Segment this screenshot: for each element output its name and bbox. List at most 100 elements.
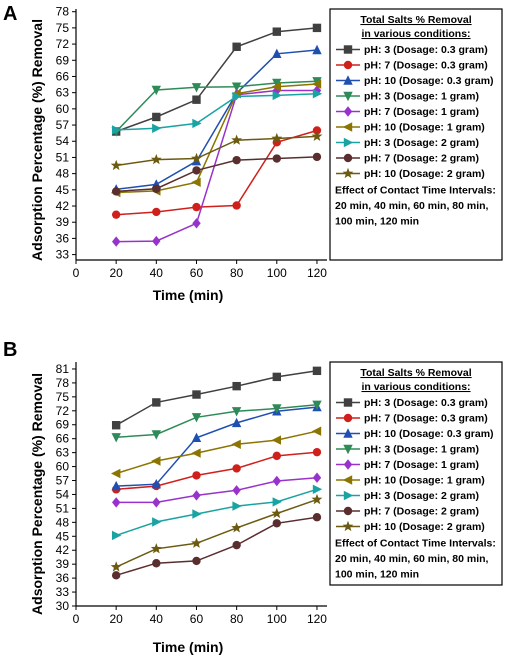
chart-a-series-line-6 <box>116 92 318 131</box>
chart-b-data-point <box>312 513 322 522</box>
chart-a-data-point <box>110 159 122 171</box>
chart-a-series-line-8 <box>116 135 318 167</box>
chart-b-data-point <box>151 479 161 489</box>
chart-b-legend-entry: pH: 10 (Dosage: 1 gram) <box>364 475 485 487</box>
chart-b-legend-note: 100 min, 120 min <box>335 569 419 581</box>
chart-a-y-tick-label: 45 <box>56 183 70 197</box>
chart-a-data-point <box>312 89 323 99</box>
chart-b-y-tick-label: 72 <box>56 404 70 418</box>
chart-a-data-point <box>111 210 121 219</box>
chart-b-data-point <box>192 509 202 519</box>
chart-b-x-tick-label: 60 <box>190 612 204 626</box>
chart-a-x-tick-label: 0 <box>73 266 80 280</box>
chart-b-data-point <box>312 447 322 457</box>
chart-b-data-point <box>272 475 281 487</box>
panel-a-label: A <box>3 3 17 25</box>
chart-a-series-line-0 <box>115 27 318 133</box>
chart-a-y-tick-label: 78 <box>56 5 70 19</box>
chart-a-y-tick-label: 36 <box>56 231 70 245</box>
chart-b-data-point <box>232 381 241 391</box>
chart-b-legend-entry: pH: 3 (Dosage: 1 gram) <box>364 444 479 456</box>
chart-b-series-line-8 <box>115 498 318 568</box>
panel-a-ylabel: Adsorption Percentage (%) Removal <box>29 19 45 261</box>
chart-b-legend-title: Total Salts % Removal <box>360 367 471 379</box>
chart-a-data-point <box>191 83 202 93</box>
chart-b-y-tick-label: 48 <box>56 515 70 529</box>
chart-b-data-point <box>152 559 161 568</box>
chart-b-legend-marker <box>343 490 354 501</box>
chart-a-data-point <box>271 132 283 144</box>
chart-a-legend-marker <box>343 106 353 117</box>
chart-b-data-point <box>111 480 121 491</box>
chart-b-legend-box <box>329 361 503 586</box>
chart-b-data-point <box>311 426 322 436</box>
chart-b-data-point <box>192 390 201 399</box>
chart-b-legend-marker <box>342 475 353 485</box>
chart-b-legend-marker <box>343 398 353 407</box>
chart-a-data-point <box>152 207 161 217</box>
chart-a-data-point <box>271 82 281 92</box>
chart-b-data-point <box>271 507 283 519</box>
chart-a-legend-marker <box>343 91 353 102</box>
chart-b-x-tick-label: 120 <box>307 612 327 626</box>
chart-a-data-point <box>231 82 242 92</box>
chart-a-data-point <box>111 187 121 196</box>
chart-a-data-point <box>272 48 282 58</box>
chart-b-y-tick-label: 81 <box>56 362 70 376</box>
chart-a-legend-title: Total Salts % Removal <box>360 14 471 26</box>
chart-a-data-point <box>191 177 201 187</box>
chart-b-y-tick-label: 60 <box>56 460 70 474</box>
chart-a-legend-marker <box>342 167 354 179</box>
chart-b-data-point <box>272 497 282 507</box>
chart-a-legend-marker <box>343 45 353 54</box>
chart-b-legend-entry: pH: 7 (Dosage: 2 gram) <box>364 506 479 518</box>
chart-a-series-line-4 <box>116 89 317 243</box>
chart-a-legend-entry: pH: 10 (Dosage: 1 gram) <box>364 122 485 134</box>
chart-b-x-tick-label: 20 <box>109 612 123 626</box>
chart-a-data-point <box>192 166 201 175</box>
chart-b-data-point <box>111 468 121 479</box>
chart-a-y-tick-label: 39 <box>56 215 70 229</box>
chart-b-legend-marker <box>343 413 353 423</box>
chart-b-data-point <box>312 484 323 494</box>
chart-b-data-point <box>312 400 322 410</box>
chart-a-legend-title: in various conditions: <box>361 28 470 40</box>
chart-a-y-tick-label: 69 <box>56 53 70 67</box>
chart-b-legend-entry: pH: 10 (Dosage: 0.3 gram) <box>364 428 494 440</box>
chart-a-legend-note: Effect of Contact Time Intervals: <box>335 185 496 197</box>
panel-b-label: B <box>3 339 17 361</box>
chart-a-data-point <box>232 42 241 51</box>
chart-a-data-point <box>151 85 161 96</box>
chart-b-series-line-2 <box>116 406 318 487</box>
chart-b-y-tick-label: 51 <box>56 501 70 515</box>
chart-a-data-point <box>272 27 281 36</box>
chart-a-data-point <box>232 201 241 210</box>
chart-b-x-tick-label: 40 <box>150 612 164 626</box>
chart-b-data-point <box>151 456 161 466</box>
chart-b-data-point <box>272 372 281 382</box>
chart-b-y-tick-label: 66 <box>56 432 70 446</box>
chart-a-legend-marker <box>343 75 353 85</box>
chart-b-data-point <box>272 519 281 528</box>
chart-b-data-point <box>110 561 122 572</box>
chart-b-data-point <box>191 432 202 442</box>
chart-a-data-point <box>312 126 322 135</box>
chart-a-y-tick-label: 66 <box>56 69 70 83</box>
chart-a-legend-entry: pH: 3 (Dosage: 1 gram) <box>364 91 479 103</box>
chart-a-legend-marker <box>343 153 353 163</box>
chart-a-y-tick-label: 72 <box>56 37 70 51</box>
chart-b-data-point <box>312 472 322 483</box>
chart-a-legend-entry: pH: 3 (Dosage: 0.3 gram) <box>364 44 488 56</box>
chart-a-y-tick-label: 42 <box>56 199 70 213</box>
chart-a-data-point <box>112 236 121 247</box>
chart-a-series-line-5 <box>116 83 318 194</box>
chart-b-data-point <box>191 448 201 458</box>
chart-b-legend-entry: pH: 7 (Dosage: 0.3 gram) <box>364 413 488 425</box>
chart-b-data-point <box>112 497 121 508</box>
chart-a-legend-note: 100 min, 120 min <box>335 216 419 228</box>
chart-b-legend-entry: pH: 3 (Dosage: 0.3 gram) <box>364 397 488 409</box>
chart-a-y-tick-label: 60 <box>56 102 70 116</box>
chart-b-data-point <box>112 530 122 541</box>
